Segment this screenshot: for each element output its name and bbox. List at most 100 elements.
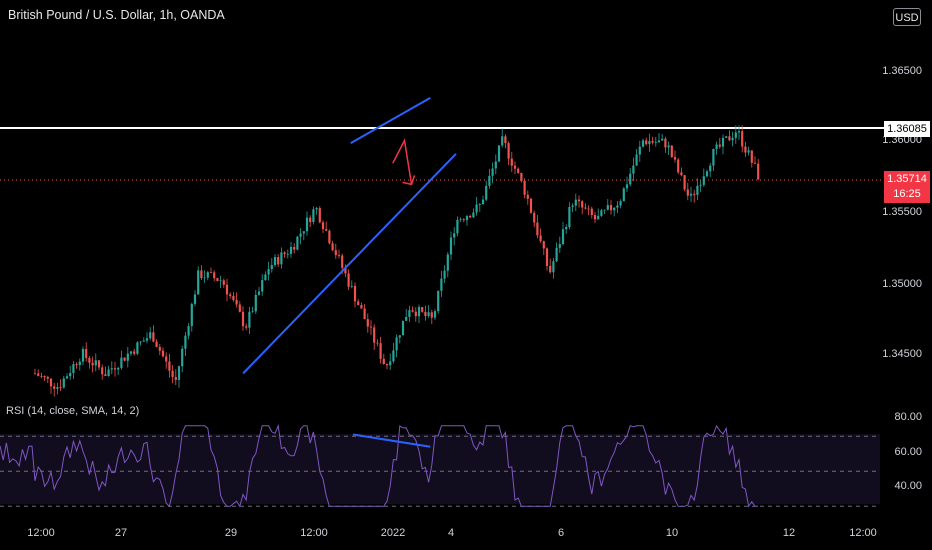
time-tick: 12:00 <box>27 527 55 539</box>
candle-body <box>222 280 225 285</box>
candle-body <box>197 270 200 295</box>
candle-body <box>600 210 603 216</box>
candle-body <box>337 255 341 256</box>
candle-body <box>494 161 497 169</box>
time-tick: 6 <box>557 527 565 539</box>
candle-body <box>712 148 715 166</box>
candle-body <box>449 237 453 255</box>
candle-body <box>625 184 629 189</box>
candle-body <box>270 265 273 270</box>
time-tick: 2022 <box>380 527 406 539</box>
candle-body <box>344 267 347 274</box>
candle-body <box>145 338 149 341</box>
candle-body <box>91 362 94 366</box>
candle-body <box>341 255 344 268</box>
candle-body <box>254 294 257 312</box>
candle-body <box>315 208 318 210</box>
candle-body <box>571 205 574 207</box>
candle-body <box>433 311 437 318</box>
candle-body <box>264 274 267 281</box>
current-price: 1.35714 <box>887 173 927 185</box>
candle-body <box>603 209 606 211</box>
candle-body <box>443 270 446 279</box>
candle-body <box>705 171 709 177</box>
candle-body <box>286 253 289 255</box>
candle-body <box>283 252 286 254</box>
rsi-label: RSI (14, close, SMA, 14, 2) <box>6 405 140 417</box>
candle-body <box>81 349 85 362</box>
candle-body <box>33 373 37 375</box>
candle-body <box>334 250 337 256</box>
candle-body <box>657 140 661 143</box>
candle-body <box>481 199 485 205</box>
candle-body <box>558 244 561 248</box>
candle-body <box>277 257 280 265</box>
candle-body <box>593 215 597 220</box>
candle-body <box>590 208 593 216</box>
candle-body <box>408 310 411 317</box>
channel-upper-trendline[interactable] <box>350 97 431 144</box>
candle-body <box>174 376 177 380</box>
candle-body <box>110 368 113 370</box>
projection-path[interactable] <box>392 138 413 185</box>
candle-body <box>709 165 712 172</box>
candle-body <box>507 143 510 159</box>
candle-body <box>149 332 152 339</box>
currency-button[interactable]: USD <box>893 8 921 26</box>
candle-body <box>257 291 261 295</box>
candle-body <box>757 163 760 180</box>
candle-body <box>331 243 334 251</box>
candle-body <box>453 233 456 238</box>
candle-body <box>395 337 398 351</box>
time-tick: 12:00 <box>300 527 328 539</box>
rsi-tick: 60.00 <box>894 446 922 458</box>
candle-body <box>715 144 718 149</box>
candle-body <box>632 165 635 174</box>
candle-body <box>72 364 75 374</box>
candle-body <box>139 341 142 343</box>
candle-body <box>689 193 693 196</box>
candle-body <box>753 162 757 164</box>
candle-body <box>193 294 197 304</box>
candle-body <box>574 199 577 206</box>
channel-lower-trendline[interactable] <box>242 153 457 375</box>
candle-body <box>411 310 414 312</box>
candle-body <box>158 347 161 351</box>
candle-body <box>510 158 513 166</box>
candle-body <box>750 150 753 163</box>
candle-body <box>49 378 53 387</box>
candle-body <box>296 236 299 250</box>
candle-body <box>667 145 670 148</box>
candle-body <box>40 375 43 377</box>
level-price-tag: 1.36085 <box>884 121 930 137</box>
candle-body <box>587 208 590 210</box>
candle-body <box>328 230 331 244</box>
candle-body <box>513 165 517 169</box>
candle-body <box>651 141 654 143</box>
candle-body <box>504 136 507 144</box>
candle-body <box>718 144 721 147</box>
candle-body <box>107 369 110 376</box>
candle-body <box>385 364 389 366</box>
candle-body <box>321 222 325 230</box>
candle-body <box>677 159 680 173</box>
candle-body <box>533 212 536 223</box>
candle-body <box>475 204 478 213</box>
candle-body <box>187 326 190 336</box>
candle-body <box>725 136 728 138</box>
candle-body <box>347 273 350 287</box>
candle-body <box>459 219 462 221</box>
rsi-divergence-line[interactable] <box>352 433 431 448</box>
candle-body <box>427 312 430 316</box>
candle-body <box>549 265 552 273</box>
candle-body <box>129 351 133 354</box>
candle-body <box>225 284 229 295</box>
candle-body <box>43 375 46 377</box>
candle-body <box>581 201 584 208</box>
candle-body <box>241 311 245 327</box>
candle-body <box>161 350 165 357</box>
candle-body <box>376 342 379 344</box>
candle-body <box>245 326 248 328</box>
candle-body <box>190 303 193 327</box>
